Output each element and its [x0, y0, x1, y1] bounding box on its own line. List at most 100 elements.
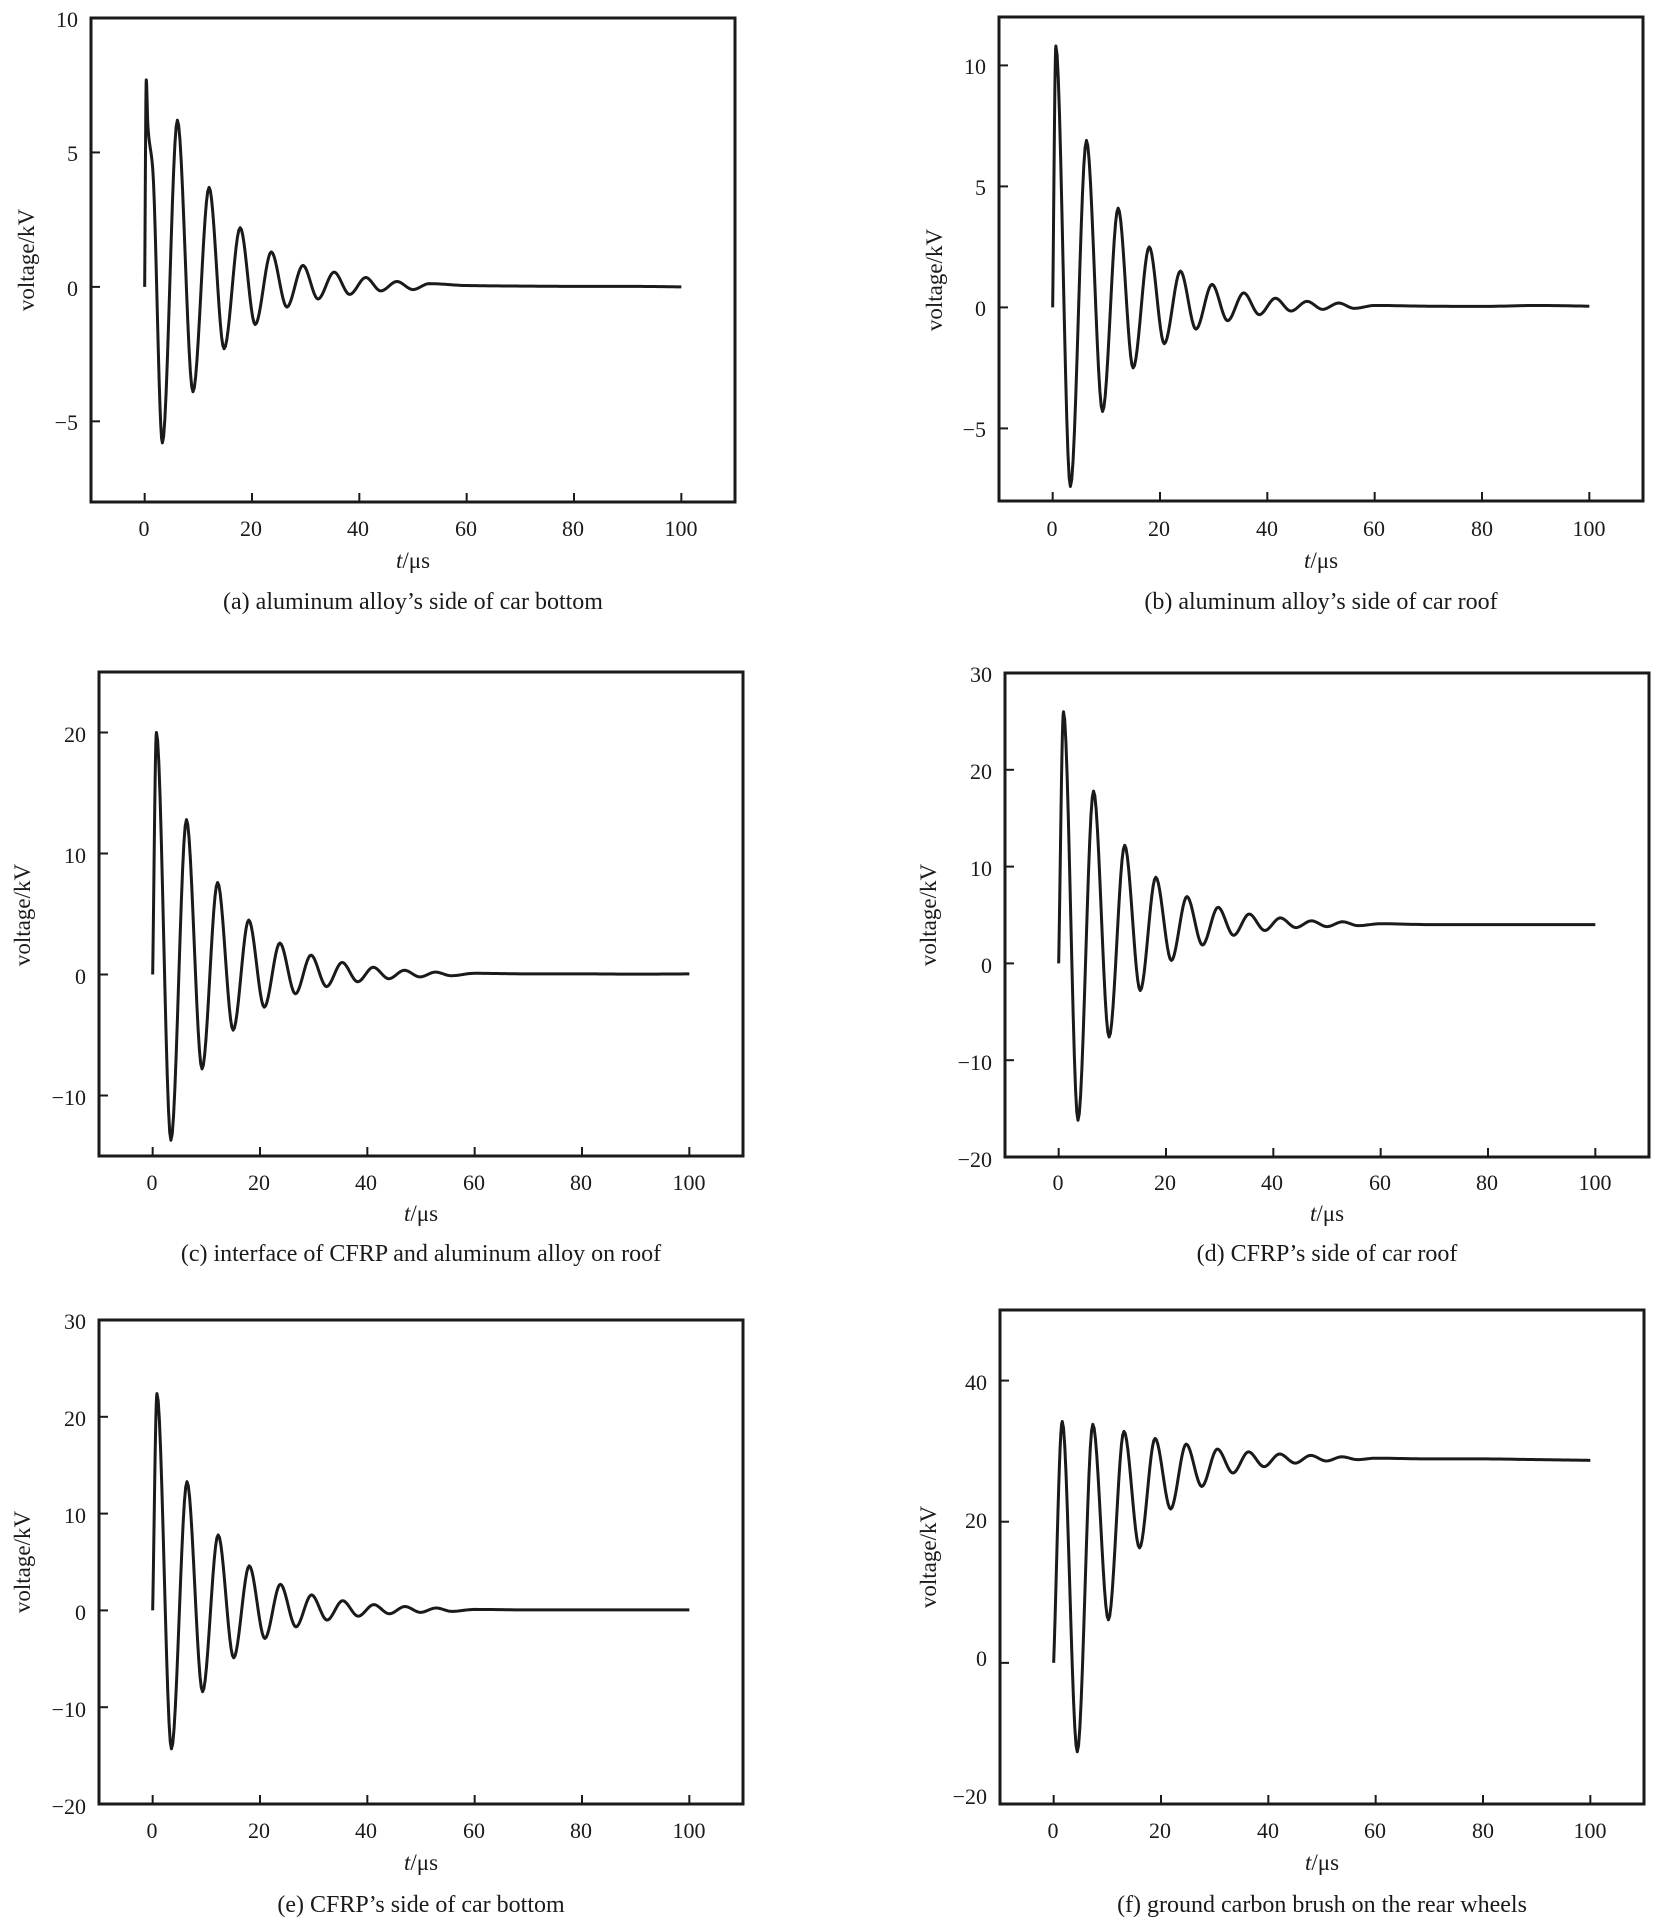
tick-marks-c [99, 731, 691, 1156]
x-tick-label: 60 [463, 1170, 485, 1195]
x-tick-label: 80 [570, 1170, 592, 1195]
y-tick-label: −10 [52, 1085, 86, 1110]
panel-caption: (e) CFRP’s side of car bottom [277, 1892, 565, 1918]
y-tick-label: 20 [970, 759, 992, 784]
x-tick-label: 60 [455, 516, 477, 541]
x-axis-label: t/μs [396, 548, 430, 573]
y-tick-label: 5 [67, 141, 78, 166]
y-tick-label: −10 [52, 1697, 86, 1722]
y-tick-label: 10 [970, 856, 992, 881]
y-tick-label: 0 [981, 953, 992, 978]
series-line [151, 1392, 690, 1751]
x-axis-label: t/μs [1304, 548, 1338, 573]
panel-d: 0 20 40 60 80 100 30 20 10 0 −10 −20 vol… [916, 662, 1651, 1267]
panel-a: 0 20 40 60 80 100 10 5 0 −5 voltage/kV t… [14, 7, 737, 615]
x-tick-label: 40 [1261, 1170, 1283, 1195]
y-axis-label: voltage/kV [922, 229, 947, 332]
y-axis-label: voltage/kV [10, 864, 35, 967]
y-tick-label: 20 [965, 1508, 987, 1533]
x-tick-label: 20 [240, 516, 262, 541]
series-group-b [1051, 44, 1590, 488]
x-tick-label: 80 [1471, 516, 1493, 541]
y-tick-label: 30 [970, 662, 992, 687]
series-line [1057, 710, 1596, 1122]
plot-frame-d [1003, 671, 1651, 1159]
x-tick-label: 80 [562, 516, 584, 541]
x-tick-label: 60 [1364, 1818, 1386, 1843]
tick-marks-d [1005, 672, 1597, 1158]
x-tick-label: 20 [1148, 516, 1170, 541]
tick-marks-f [1000, 1379, 1592, 1805]
x-tick-label: 60 [1363, 516, 1385, 541]
series-line [1051, 44, 1590, 488]
x-tick-label: 0 [1047, 516, 1058, 541]
plot-frame-a [89, 16, 737, 504]
panel-caption: (d) CFRP’s side of car roof [1197, 1241, 1458, 1267]
x-tick-label: 40 [355, 1170, 377, 1195]
y-tick-label: 10 [64, 843, 86, 868]
y-tick-label: 0 [976, 1646, 987, 1671]
x-tick-label: 20 [248, 1170, 270, 1195]
y-tick-label: 0 [75, 964, 86, 989]
y-tick-label: 10 [64, 1503, 86, 1528]
y-tick-label: −20 [52, 1794, 86, 1819]
y-tick-label: 0 [975, 296, 986, 321]
y-tick-label: 5 [975, 175, 986, 200]
y-tick-label: −5 [963, 417, 986, 442]
x-tick-label: 100 [1579, 1170, 1612, 1195]
tick-marks-a [91, 17, 683, 502]
y-axis-label: voltage/kV [14, 209, 39, 312]
x-tick-label: 0 [139, 516, 150, 541]
y-tick-label: 0 [75, 1600, 86, 1625]
x-tick-label: 20 [1149, 1818, 1171, 1843]
y-tick-label: 20 [64, 722, 86, 747]
x-tick-label: 0 [147, 1170, 158, 1195]
y-tick-label: 10 [964, 54, 986, 79]
series-group-f [1052, 1420, 1591, 1754]
panel-c: 0 20 40 60 80 100 20 10 0 −10 voltage/kV… [10, 670, 745, 1267]
plot-frame-e [97, 1318, 745, 1806]
x-tick-label: 100 [665, 516, 698, 541]
x-tick-label: 60 [1369, 1170, 1391, 1195]
y-tick-label: 30 [64, 1309, 86, 1334]
x-tick-label: 40 [355, 1818, 377, 1843]
x-tick-label: 80 [1476, 1170, 1498, 1195]
y-tick-label: 40 [965, 1370, 987, 1395]
x-tick-label: 40 [347, 516, 369, 541]
y-tick-label: −10 [958, 1050, 992, 1075]
x-tick-label: 60 [463, 1818, 485, 1843]
y-tick-label: 10 [56, 7, 78, 32]
y-axis-label: voltage/kV [916, 1506, 941, 1609]
y-tick-label: 0 [67, 276, 78, 301]
y-tick-label: −20 [953, 1784, 987, 1809]
panel-e: 0 20 40 60 80 100 30 20 10 0 −10 −20 vol… [10, 1309, 745, 1918]
x-axis-label: t/μs [404, 1850, 438, 1875]
x-axis-label: t/μs [1310, 1201, 1344, 1226]
x-tick-label: 80 [1472, 1818, 1494, 1843]
panel-caption: (b) aluminum alloy’s side of car roof [1144, 589, 1497, 615]
series-group-c [151, 731, 690, 1142]
x-tick-label: 100 [673, 1170, 706, 1195]
plot-frame-b [997, 15, 1645, 503]
series-group-e [151, 1392, 690, 1751]
series-line [1052, 1420, 1591, 1754]
panel-caption: (f) ground carbon brush on the rear whee… [1117, 1892, 1527, 1918]
series-group-a [143, 78, 682, 445]
y-tick-label: −5 [55, 410, 78, 435]
x-axis-label: t/μs [1305, 1850, 1339, 1875]
series-line [151, 731, 690, 1142]
plot-frame-f [998, 1308, 1646, 1806]
tick-marks-e [99, 1319, 691, 1805]
y-tick-label: −20 [958, 1147, 992, 1172]
x-tick-label: 40 [1256, 516, 1278, 541]
x-tick-label: 0 [147, 1818, 158, 1843]
x-axis-label: t/μs [404, 1201, 438, 1226]
x-tick-label: 100 [1573, 516, 1606, 541]
x-tick-label: 0 [1048, 1818, 1059, 1843]
panel-caption: (c) interface of CFRP and aluminum alloy… [181, 1241, 661, 1267]
series-group-d [1057, 710, 1596, 1122]
panel-caption: (a) aluminum alloy’s side of car bottom [223, 589, 603, 615]
x-tick-label: 100 [673, 1818, 706, 1843]
y-tick-label: 20 [64, 1406, 86, 1431]
